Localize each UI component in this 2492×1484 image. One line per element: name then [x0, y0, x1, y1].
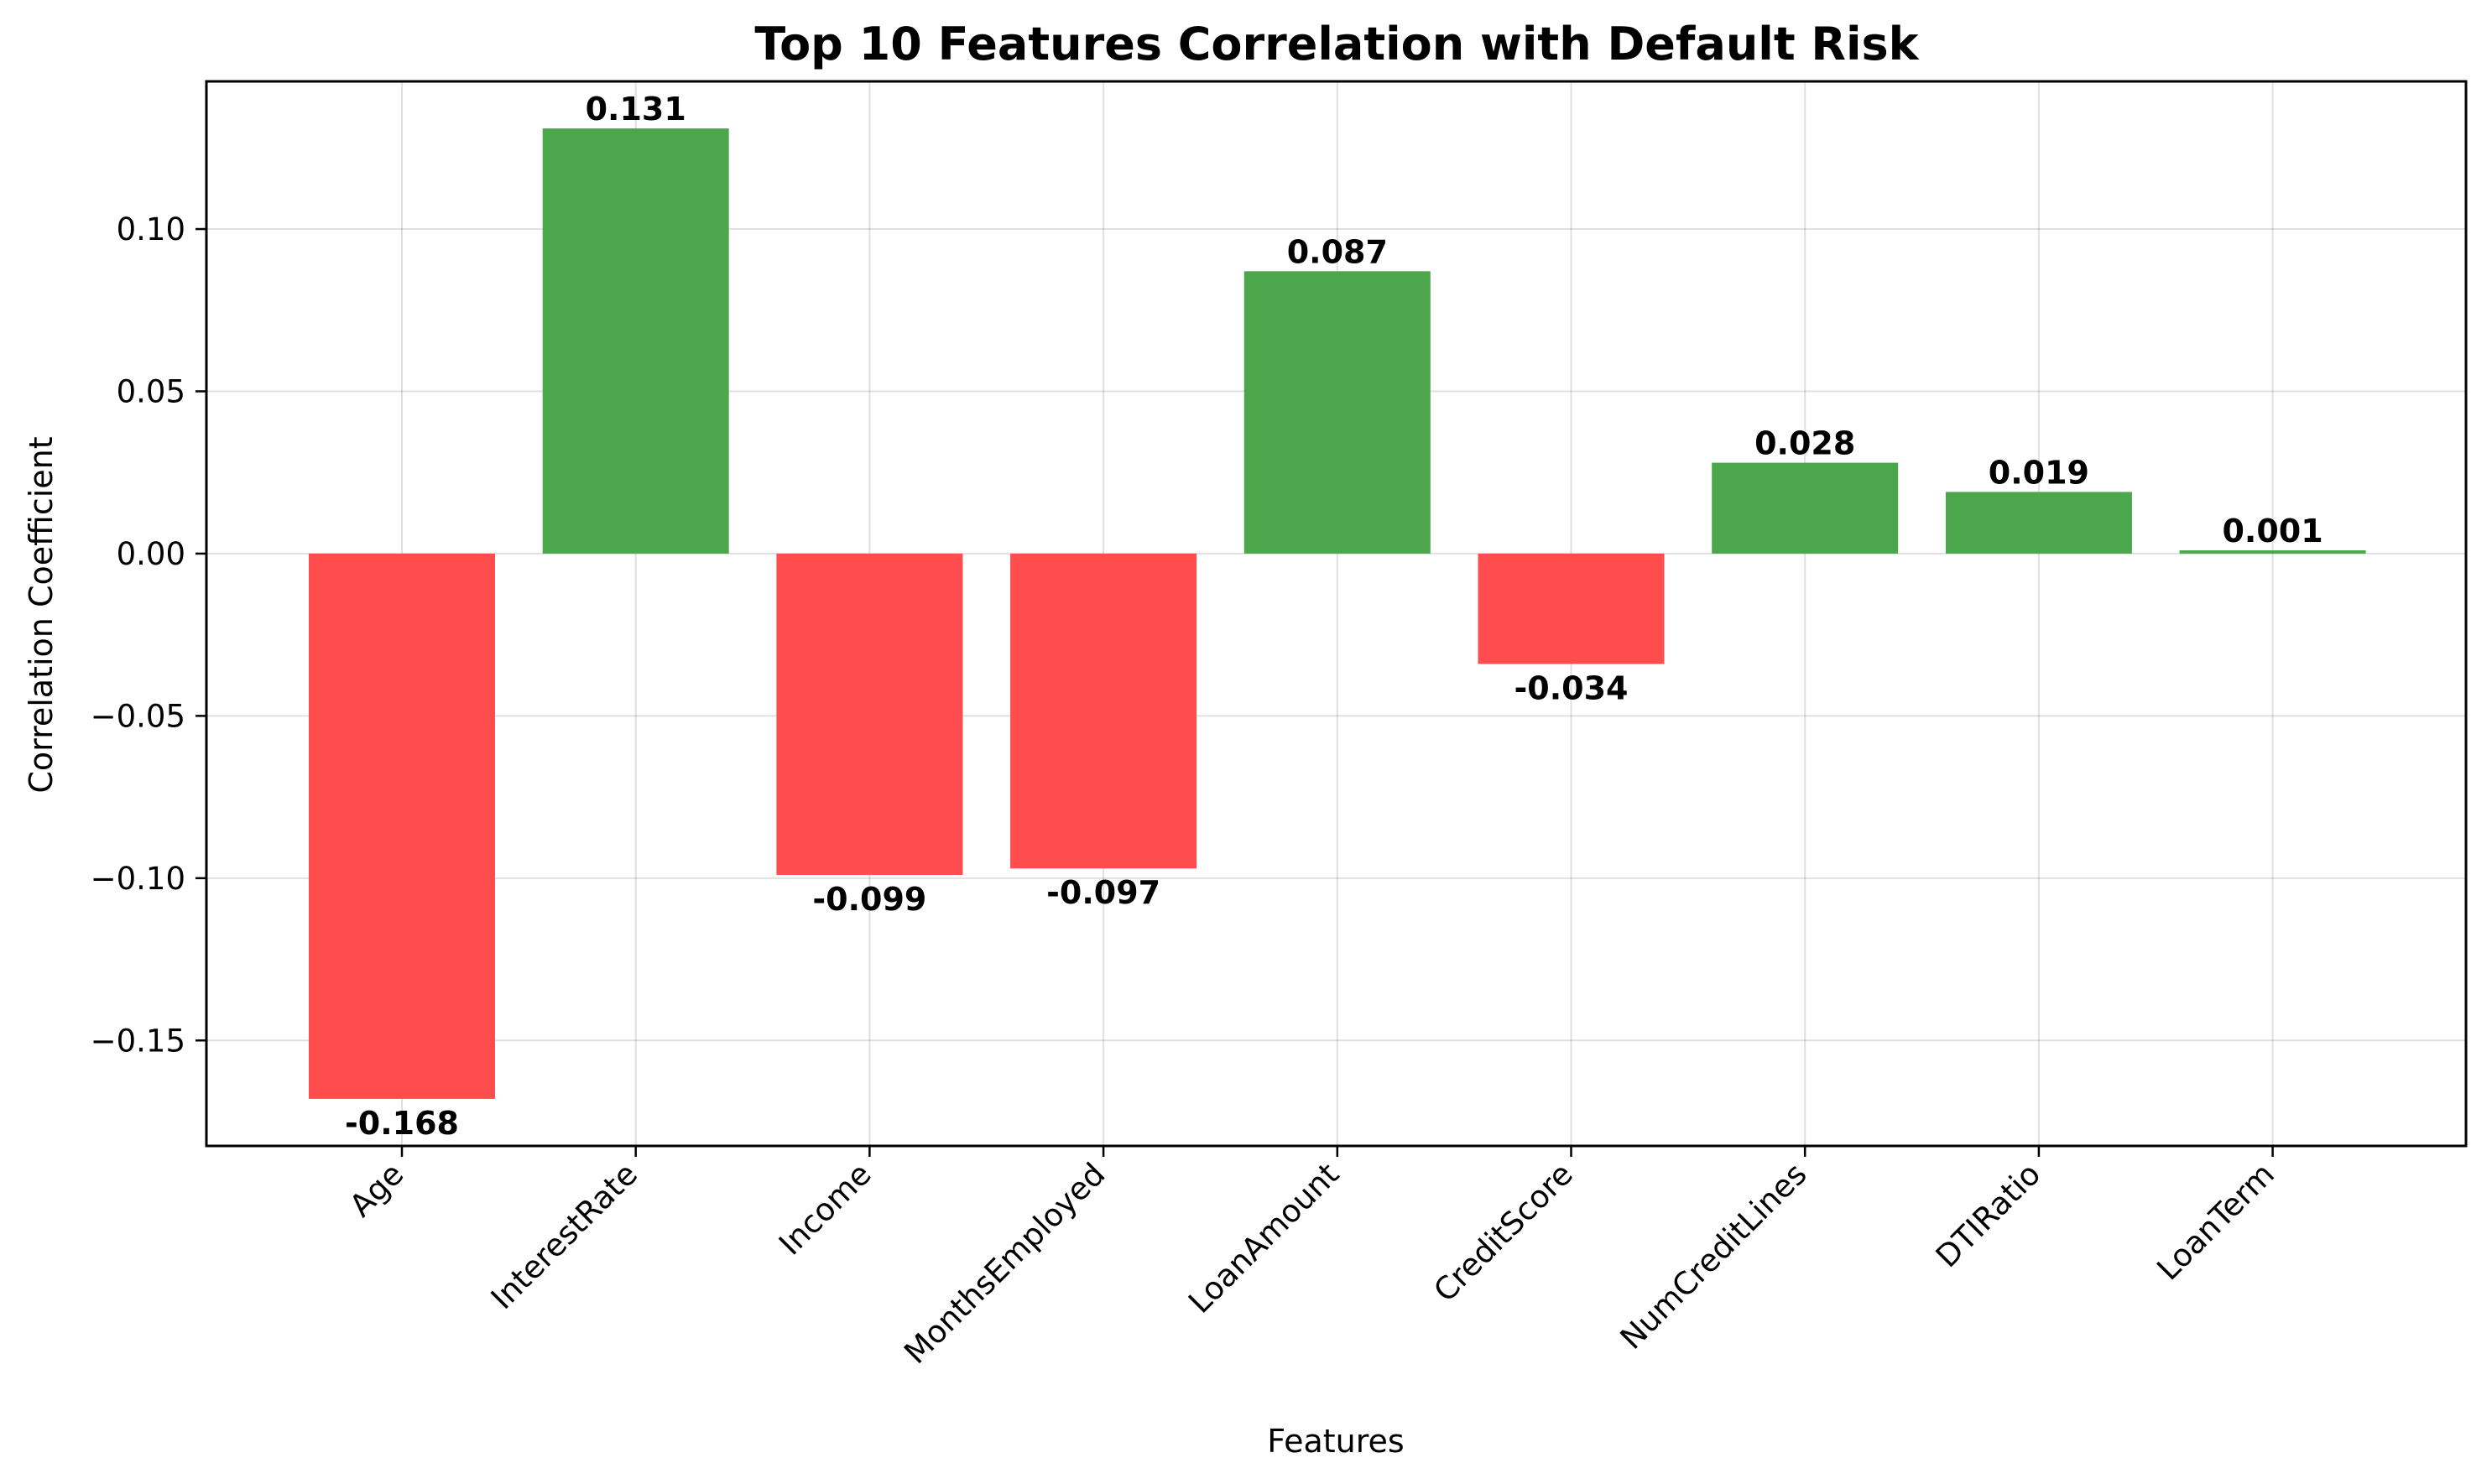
x-tick-label: LoanTerm: [2150, 1156, 2281, 1288]
y-tick-label: 0.00: [117, 536, 185, 572]
x-tick-label: DTIRatio: [1929, 1156, 2047, 1274]
x-tick-label: NumCreditLines: [1614, 1156, 1814, 1356]
bar-dtiratio: [1945, 492, 2132, 554]
data-label: 0.131: [586, 91, 686, 128]
y-tick-label: −0.15: [91, 1023, 185, 1059]
plot-frame: [205, 80, 2468, 1148]
x-axis-label: Features: [1267, 1423, 1404, 1460]
data-label: -0.168: [345, 1105, 459, 1142]
y-tick-label: −0.10: [91, 861, 185, 897]
bar-loanamount: [1243, 271, 1431, 554]
bar-numcreditlines: [1712, 462, 1899, 554]
data-label: 0.019: [1989, 454, 2089, 491]
data-label: 0.028: [1754, 425, 1855, 462]
data-label: -0.097: [1046, 874, 1160, 911]
bars: [309, 128, 2366, 1099]
data-label: -0.034: [1514, 669, 1629, 706]
data-labels: -0.168 0.131 -0.099 -0.097 0.087 -0.034 0.028 0…: [345, 91, 2323, 1142]
chart-title: Top 10 Features Correlation with Default…: [754, 18, 1919, 70]
x-tick-label: Income: [772, 1156, 878, 1263]
x-tick-label: LoanAmount: [1181, 1156, 1346, 1320]
bar-age: [309, 553, 495, 1099]
data-label: 0.087: [1287, 233, 1388, 270]
data-label: -0.099: [812, 881, 926, 918]
y-tick-label: 0.10: [117, 211, 185, 247]
bar-interestrate: [542, 128, 729, 554]
y-axis-ticks: −0.15 −0.10 −0.05 0.00 0.05 0.10: [91, 211, 206, 1059]
y-axis-label: Correlation Coefficient: [23, 436, 60, 793]
x-tick-label: InterestRate: [484, 1156, 644, 1316]
x-tick-label: MonthsEmployed: [897, 1156, 1112, 1371]
x-tick-label: CreditScore: [1426, 1156, 1579, 1309]
bar-loanterm: [2179, 550, 2366, 554]
bar-creditscore: [1478, 553, 1665, 664]
y-tick-label: 0.05: [117, 373, 185, 409]
x-tick-label: Age: [342, 1156, 410, 1224]
bar-income: [776, 553, 963, 875]
bar-monthsemployed: [1010, 553, 1197, 869]
x-axis-ticks: Age InterestRate Income MonthsEmployed LoanA…: [342, 1146, 2281, 1371]
y-tick-label: −0.05: [91, 698, 185, 734]
data-label: 0.001: [2222, 513, 2323, 549]
